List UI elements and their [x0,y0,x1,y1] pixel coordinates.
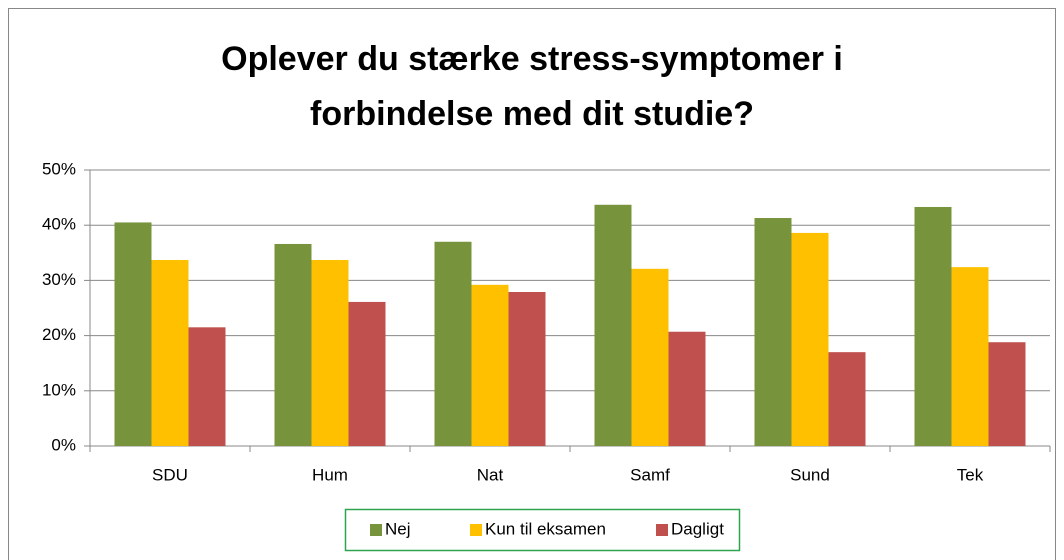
legend-label: Kun til eksamen [485,519,606,538]
y-tick-label: 0% [51,435,76,454]
x-tick-label: Samf [630,465,670,484]
bar [114,222,152,446]
chart-title: forbindelse med dit studie? [310,95,754,133]
legend-label: Nej [385,519,411,538]
legend-box [344,508,741,552]
x-tick-label: Hum [312,465,348,484]
bar [828,352,866,446]
legend-swatch [656,524,668,536]
bar [594,204,632,446]
bar [434,241,472,446]
bar [988,342,1026,446]
x-tick-label: SDU [152,465,188,484]
x-tick-label: Tek [957,465,984,484]
bar [508,291,546,446]
y-tick-label: 40% [42,215,76,234]
bar [791,232,829,446]
x-tick-label: Nat [477,465,504,484]
bar [631,268,669,446]
legend-swatch [370,524,382,536]
legend-swatch [470,524,482,536]
bar [274,243,312,446]
bar [471,284,509,446]
bar [348,301,386,446]
bar [188,327,226,446]
y-tick-label: 10% [42,380,76,399]
chart-title: Oplever du stærke stress-symptomer i [221,40,843,78]
bar [151,259,189,446]
bar [668,331,706,446]
bar [914,206,952,446]
bar [754,218,792,446]
y-tick-label: 30% [42,270,76,289]
y-tick-label: 50% [42,159,76,178]
bar [311,259,349,446]
y-tick-label: 20% [42,325,76,344]
bar [951,267,989,446]
x-tick-label: Sund [790,465,830,484]
legend-label: Dagligt [671,519,724,538]
